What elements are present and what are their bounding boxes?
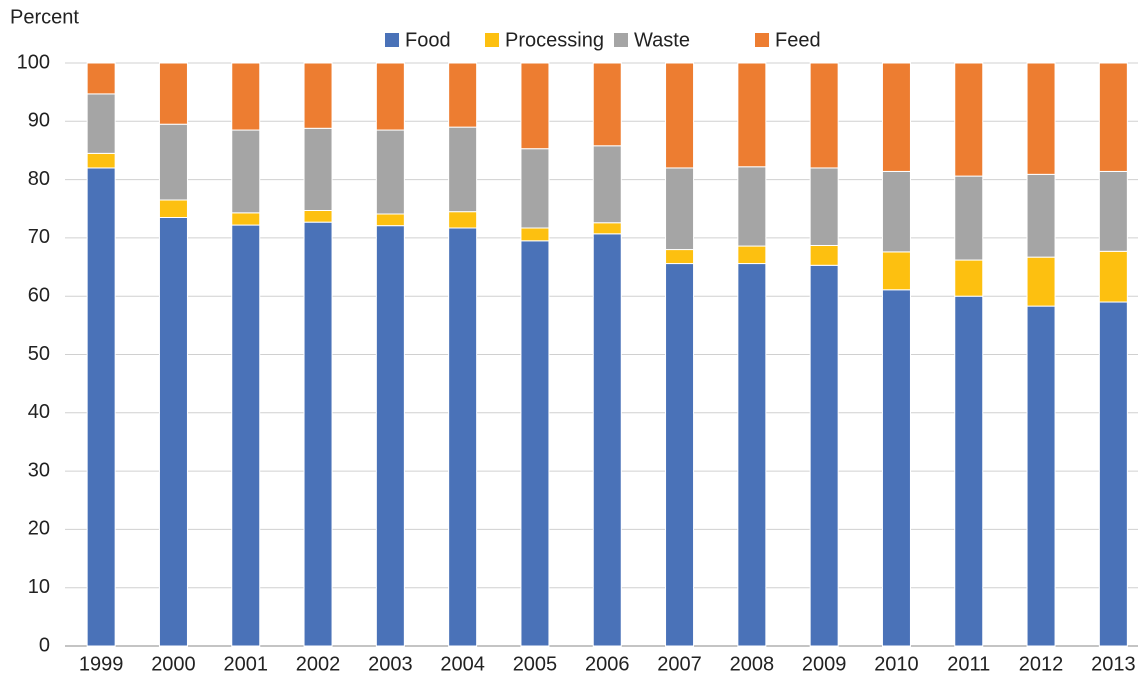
bar-segment	[809, 167, 839, 246]
bar-segment	[1098, 170, 1128, 252]
y-tick-label: 60	[28, 284, 50, 306]
bar-segment	[231, 212, 261, 226]
bar-segment	[448, 211, 478, 229]
bar-segment	[158, 199, 188, 218]
bar-segment	[665, 62, 695, 169]
x-tick-label: 2005	[513, 653, 558, 675]
bar-segment	[737, 166, 767, 247]
x-tick-label: 1999	[79, 653, 124, 675]
y-tick-label: 90	[28, 110, 50, 132]
bar-segment	[881, 170, 911, 253]
legend-swatch	[614, 33, 628, 47]
y-tick-label: 80	[28, 168, 50, 190]
x-tick-label: 2001	[224, 653, 269, 675]
bar-segment	[737, 245, 767, 265]
x-tick-label: 2006	[585, 653, 630, 675]
bar-segment	[809, 264, 839, 647]
y-axis-label: Percent	[10, 6, 79, 28]
bar-segment	[881, 289, 911, 647]
x-tick-label: 2011	[947, 653, 990, 675]
bar-segment	[881, 62, 911, 172]
y-tick-label: 10	[28, 576, 50, 598]
bar-segment	[1026, 173, 1056, 258]
bar-segment	[1026, 256, 1056, 307]
bar-segment	[809, 244, 839, 266]
bar-segment	[1098, 250, 1128, 303]
y-tick-label: 40	[28, 401, 50, 423]
bar-segment	[375, 62, 405, 131]
bar-segment	[231, 224, 261, 647]
bar-segment	[375, 213, 405, 227]
x-tick-label: 2002	[296, 653, 341, 675]
bar-segment	[954, 62, 984, 177]
bar-segment	[448, 227, 478, 647]
bar-segment	[592, 233, 622, 647]
x-tick-label: 2013	[1091, 653, 1136, 675]
bar-segment	[520, 148, 550, 229]
bar-segment	[303, 127, 333, 211]
bar-segment	[158, 62, 188, 125]
y-tick-label: 0	[39, 634, 50, 656]
legend-swatch	[755, 33, 769, 47]
bar-segment	[520, 227, 550, 242]
y-tick-label: 100	[17, 51, 50, 73]
bar-segment	[520, 62, 550, 150]
legend-swatch	[485, 33, 499, 47]
bar-segment	[954, 175, 984, 261]
bar-segment	[158, 216, 188, 647]
legend-label: Processing	[505, 29, 604, 51]
bar-segment	[448, 62, 478, 128]
legend-label: Waste	[634, 29, 690, 51]
bar-segment	[954, 295, 984, 647]
bar-segment	[303, 221, 333, 647]
bar-segment	[809, 62, 839, 169]
bar-segment	[231, 62, 261, 131]
bar-segment	[375, 129, 405, 215]
bar-segment	[665, 167, 695, 251]
bar-segment	[881, 251, 911, 291]
bar-segment	[86, 167, 116, 647]
bar-segment	[231, 129, 261, 214]
bar-segment	[737, 62, 767, 168]
x-tick-label: 2012	[1019, 653, 1064, 675]
bar-segment	[592, 145, 622, 224]
y-tick-label: 30	[28, 459, 50, 481]
x-tick-label: 2000	[151, 653, 196, 675]
bar-segment	[1026, 305, 1056, 647]
bar-segment	[665, 263, 695, 647]
bar-segment	[1026, 62, 1056, 175]
bar-segment	[303, 209, 333, 223]
bar-segment	[1098, 301, 1128, 647]
y-tick-label: 20	[28, 518, 50, 540]
bar-segment	[86, 93, 116, 154]
y-tick-label: 70	[28, 226, 50, 248]
bar-segment	[86, 152, 116, 169]
x-tick-label: 2010	[874, 653, 919, 675]
bar-segment	[954, 259, 984, 297]
bar-segment	[737, 263, 767, 647]
legend-label: Feed	[775, 29, 821, 51]
legend-swatch	[385, 33, 399, 47]
bar-segment	[592, 62, 622, 147]
x-tick-label: 2007	[657, 653, 702, 675]
x-tick-label: 2004	[440, 653, 485, 675]
bar-segment	[375, 225, 405, 647]
x-tick-label: 2008	[730, 653, 775, 675]
bar-segment	[520, 240, 550, 647]
y-tick-label: 50	[28, 343, 50, 365]
bar-segment	[86, 62, 116, 95]
bar-segment	[665, 249, 695, 265]
bar-segment	[158, 123, 188, 201]
bar-segment	[448, 126, 478, 213]
bar-segment	[592, 222, 622, 235]
legend-label: Food	[405, 29, 451, 51]
bar-segment	[1098, 62, 1128, 172]
bar-segment	[303, 62, 333, 129]
x-tick-label: 2009	[802, 653, 847, 675]
x-tick-label: 2003	[368, 653, 413, 675]
